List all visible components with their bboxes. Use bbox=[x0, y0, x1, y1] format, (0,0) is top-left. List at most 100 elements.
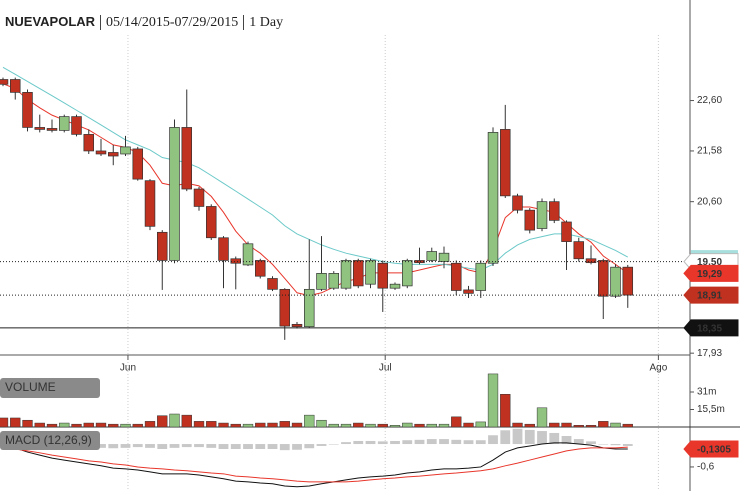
histogram-bar bbox=[414, 439, 425, 445]
volume-bar bbox=[242, 423, 254, 428]
candle-body bbox=[377, 262, 389, 289]
volume-bar bbox=[144, 421, 156, 428]
candle-body bbox=[10, 79, 21, 93]
volume-bar bbox=[598, 421, 609, 428]
candle-body bbox=[451, 262, 462, 291]
histogram-bar bbox=[120, 444, 131, 448]
candle-body bbox=[83, 134, 95, 152]
candle-body bbox=[291, 323, 303, 328]
histogram-bar bbox=[267, 444, 278, 449]
histogram-bar bbox=[622, 444, 633, 446]
volume-bar bbox=[95, 422, 107, 428]
candle-body bbox=[181, 127, 193, 190]
candle-body bbox=[279, 288, 291, 327]
panel-label: VOLUME bbox=[5, 380, 56, 394]
candle-body bbox=[328, 273, 340, 289]
price-label: 18,35 bbox=[697, 324, 722, 335]
candle-body bbox=[365, 260, 376, 285]
volume-bar bbox=[71, 423, 82, 428]
volume-bar bbox=[500, 393, 511, 428]
y-tick-label: 22,60 bbox=[697, 95, 722, 106]
histogram-bar bbox=[316, 444, 327, 446]
candle-body bbox=[426, 251, 438, 261]
histogram-bar bbox=[157, 444, 168, 449]
volume-bar bbox=[340, 423, 352, 428]
candle-body bbox=[610, 266, 621, 297]
candle-body bbox=[144, 180, 156, 227]
histogram-bar bbox=[463, 440, 474, 445]
volume-bar bbox=[10, 417, 21, 428]
candle-body bbox=[46, 128, 58, 131]
histogram-bar bbox=[549, 432, 560, 445]
histogram-bar bbox=[194, 444, 204, 448]
histogram-bar bbox=[108, 444, 119, 449]
price-label-box bbox=[683, 440, 739, 458]
histogram-bar bbox=[561, 436, 572, 445]
candle-body bbox=[267, 278, 278, 290]
candle-body bbox=[34, 127, 46, 130]
histogram-bar bbox=[390, 440, 400, 445]
candle-body bbox=[598, 260, 609, 297]
volume-bar bbox=[267, 422, 278, 428]
y-tick-label: 17,93 bbox=[697, 348, 722, 359]
candle-body bbox=[389, 283, 401, 289]
candle-body bbox=[500, 129, 511, 197]
candle-body bbox=[132, 148, 144, 180]
volume-bar bbox=[59, 422, 70, 428]
candle-body bbox=[0, 79, 9, 85]
panel-label-box bbox=[0, 378, 100, 398]
candle-body bbox=[585, 258, 597, 264]
candle-body bbox=[414, 260, 425, 264]
histogram-bar bbox=[500, 430, 511, 445]
volume-bar bbox=[108, 423, 119, 428]
candle-body bbox=[487, 132, 499, 264]
volume-bar bbox=[304, 414, 315, 428]
y-tick-label: -0,6 bbox=[697, 462, 715, 473]
candle-body bbox=[157, 231, 168, 261]
volume-bar bbox=[475, 421, 486, 428]
volume-bar bbox=[316, 419, 327, 428]
histogram-bar bbox=[218, 444, 229, 449]
macd-line bbox=[2, 446, 628, 483]
price-label: 19,50 bbox=[697, 257, 722, 268]
y-tick-label: 20,60 bbox=[697, 196, 722, 207]
histogram-bar bbox=[328, 444, 339, 445]
interval: 1 Day bbox=[243, 15, 289, 30]
histogram-bar bbox=[230, 444, 241, 449]
price-label: 19,29 bbox=[697, 269, 722, 280]
histogram-bar bbox=[96, 444, 106, 448]
volume-bar bbox=[46, 423, 58, 428]
histogram-bar bbox=[488, 435, 498, 445]
histogram-bar bbox=[279, 444, 290, 451]
volume-bar bbox=[487, 373, 499, 428]
x-tick-label: Jun bbox=[120, 363, 136, 374]
volume-bar bbox=[389, 425, 401, 428]
candle-body bbox=[206, 206, 217, 239]
candle-body bbox=[218, 237, 229, 261]
candle-body bbox=[353, 260, 364, 287]
candle-body bbox=[255, 260, 266, 277]
volume-bar bbox=[573, 425, 584, 428]
volume-bar bbox=[426, 423, 437, 428]
y-tick-label: 31m bbox=[697, 387, 716, 398]
histogram-bar bbox=[377, 441, 388, 445]
histogram-bar bbox=[598, 444, 609, 445]
volume-bar bbox=[0, 417, 9, 428]
histogram-bar bbox=[537, 431, 547, 445]
candle-body bbox=[108, 152, 119, 157]
volume-bar bbox=[377, 423, 388, 428]
volume-bar bbox=[157, 415, 168, 428]
volume-bar bbox=[328, 423, 339, 428]
histogram-bar bbox=[402, 440, 413, 445]
candle-body bbox=[71, 116, 82, 135]
price-label-box bbox=[683, 264, 739, 282]
candle-body bbox=[512, 195, 523, 211]
histogram-bar bbox=[304, 444, 315, 449]
panel-label: MACD (12,26,9) bbox=[5, 433, 92, 447]
candle-body bbox=[524, 209, 536, 231]
volume-bar bbox=[512, 422, 523, 428]
volume-bar bbox=[22, 419, 33, 428]
histogram-bar bbox=[169, 444, 180, 448]
candle-body bbox=[622, 266, 634, 296]
